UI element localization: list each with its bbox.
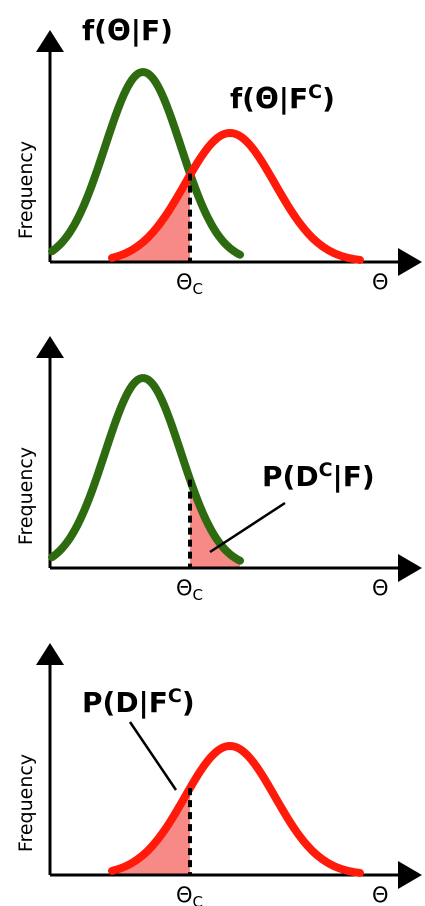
y-axis-label: Frequency	[15, 754, 37, 852]
leader-line	[128, 721, 178, 791]
panel: ΘC Θ Frequency P(DC|F)	[15, 336, 422, 604]
y-axis-arrow	[36, 336, 64, 358]
y-axis-arrow	[36, 643, 64, 665]
x-axis-arrow	[398, 248, 422, 276]
shaded-area	[112, 788, 190, 875]
y-axis-arrow	[36, 30, 64, 52]
red-curve	[108, 128, 364, 264]
y-axis-label: Frequency	[15, 141, 37, 239]
y-axis-label: Frequency	[15, 447, 37, 545]
threshold-label: ΘC	[176, 883, 203, 906]
x-axis-label: Θ	[372, 883, 389, 906]
x-axis-label: Θ	[372, 576, 389, 600]
x-axis-arrow	[398, 554, 422, 582]
x-axis-label: Θ	[372, 270, 389, 294]
panel: ΘC Θ Frequency P(D|FC)	[15, 643, 422, 906]
curve-label: f(Θ|F)	[82, 14, 173, 47]
x-axis-arrow	[398, 861, 422, 889]
leader-line	[209, 501, 286, 554]
green-curve	[48, 374, 244, 565]
red-curve	[108, 741, 364, 877]
shaded-area	[190, 479, 240, 568]
shaded-area	[112, 175, 190, 262]
threshold-label: ΘC	[176, 576, 203, 604]
curve-label: P(DC|F)	[262, 459, 375, 493]
curve-label: P(D|FC)	[82, 685, 195, 719]
panel: ΘC Θ Frequency f(Θ|F) f(Θ|FC)	[15, 14, 422, 298]
threshold-label: ΘC	[176, 270, 203, 298]
green-curve	[48, 68, 244, 259]
curve-label: f(Θ|FC)	[230, 81, 335, 115]
